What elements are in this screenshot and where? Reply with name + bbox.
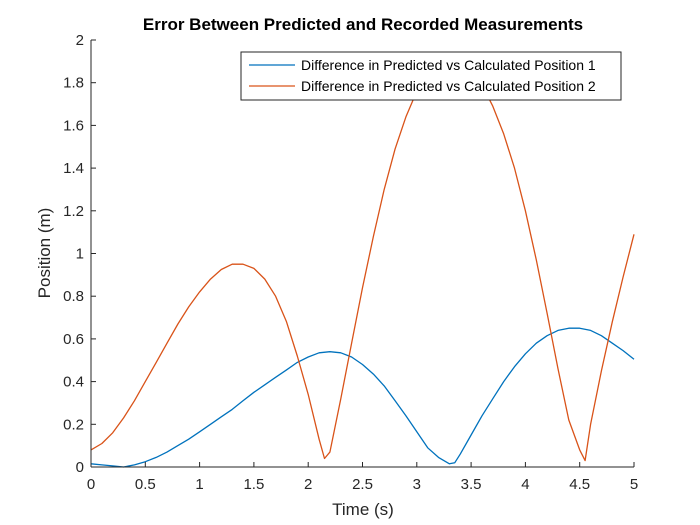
x-tick-label: 3.5 <box>461 476 482 493</box>
chart-title: Error Between Predicted and Recorded Mea… <box>143 15 583 34</box>
y-tick-label: 0 <box>76 459 84 476</box>
legend: Difference in Predicted vs Calculated Po… <box>240 51 622 101</box>
y-tick-label: 2 <box>76 32 84 49</box>
y-tick-label: 1.2 <box>63 203 84 220</box>
x-tick-label: 1.5 <box>243 476 264 493</box>
y-tick-label: 1 <box>76 246 84 263</box>
y-tick-label: 1.4 <box>63 160 84 177</box>
y-tick-label: 0.8 <box>63 288 84 305</box>
x-tick-label: 3 <box>413 476 421 493</box>
x-tick-label: 0 <box>87 476 95 493</box>
x-tick-label: 4 <box>521 476 529 493</box>
x-tick-label: 1 <box>195 476 203 493</box>
y-tick-label: 0.2 <box>63 416 84 433</box>
x-tick-label: 0.5 <box>135 476 156 493</box>
y-tick-label: 0.6 <box>63 331 84 348</box>
axes-layer: 0 0.5 1 1.5 2 2.5 3 3.5 4 4.5 5 0 0.2 0.4 0.6 0.8 1 1.2 1.… <box>63 32 638 493</box>
x-tick-label: 5 <box>630 476 638 493</box>
series-line-1 <box>90 327 635 468</box>
legend-label-2: Difference in Predicted vs Calculated Po… <box>301 78 596 94</box>
x-axis-label: Time (s) <box>332 500 394 519</box>
y-tick-label: 1.6 <box>63 117 84 134</box>
x-tick-label: 2.5 <box>352 476 373 493</box>
x-tick-label: 4.5 <box>569 476 590 493</box>
x-tick-label: 2 <box>304 476 312 493</box>
series-line-2 <box>90 62 635 462</box>
y-tick-label: 0.4 <box>63 374 84 391</box>
y-tick-label: 1.8 <box>63 75 84 92</box>
legend-label-1: Difference in Predicted vs Calculated Po… <box>301 57 596 73</box>
y-axis-label: Position (m) <box>35 208 54 299</box>
legend-box <box>240 51 622 101</box>
series-layer <box>90 62 635 468</box>
